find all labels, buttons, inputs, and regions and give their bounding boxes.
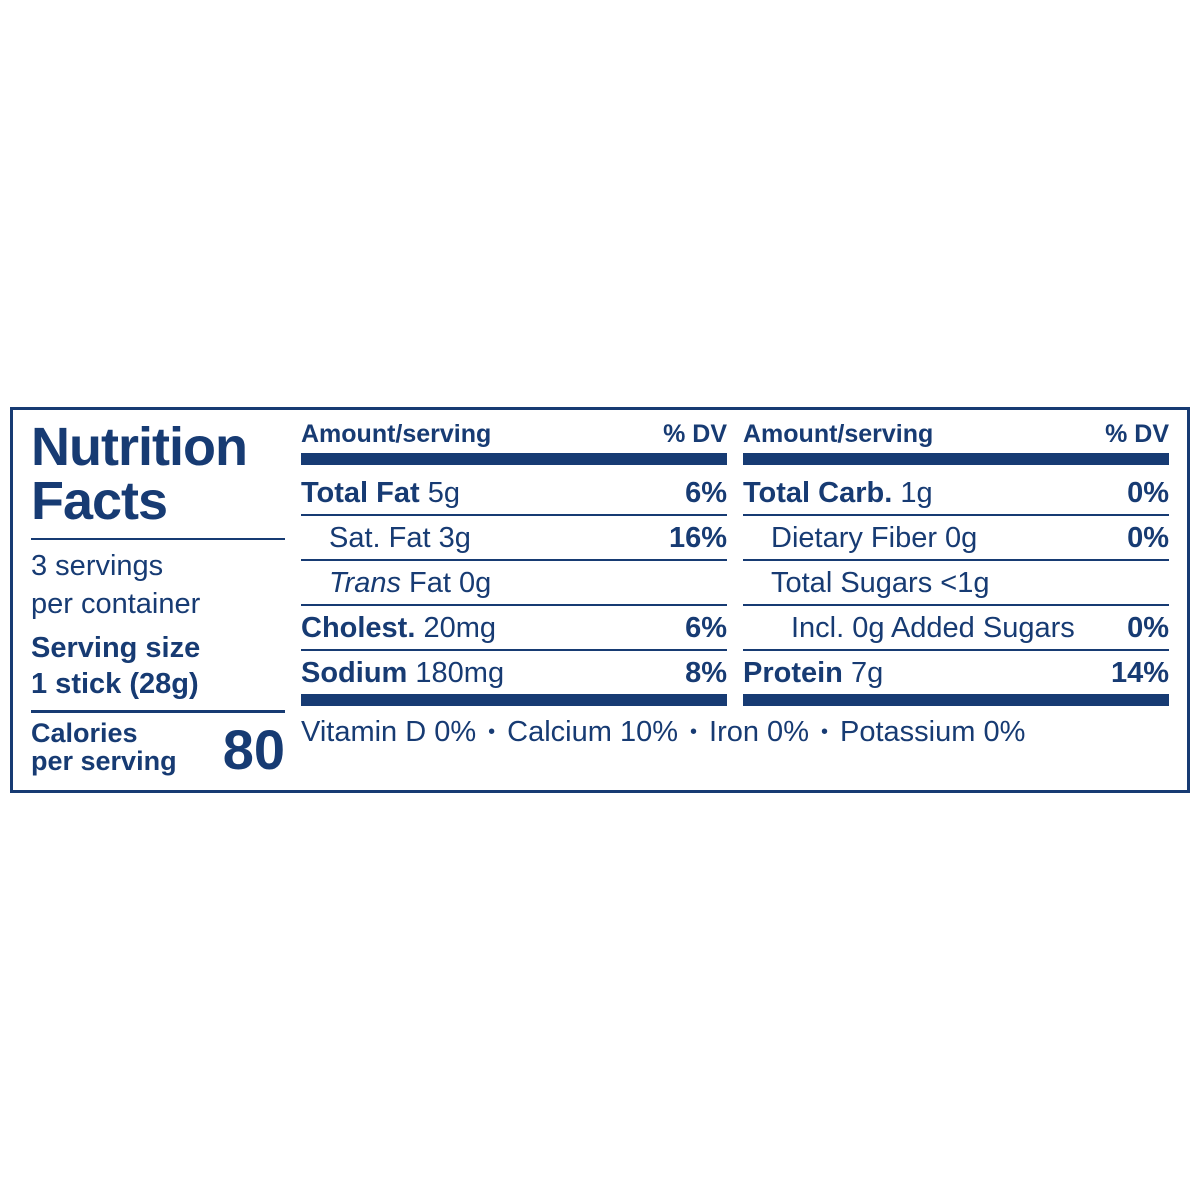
calories-row: Calories per serving 80 [31, 710, 285, 776]
left-column: Nutrition Facts 3 servings per container… [31, 420, 285, 776]
nutrition-facts-panel: Nutrition Facts 3 servings per container… [10, 407, 1190, 793]
potassium: Potassium 0% [840, 716, 1025, 749]
row-dietary-fiber: Dietary Fiber 0g 0% [743, 516, 1169, 561]
col2-header-amount: Amount/serving [743, 420, 933, 449]
row-total-carb: Total Carb. 1g 0% [743, 471, 1169, 516]
row-total-fat-label: Total Fat 5g [301, 477, 460, 510]
row-dietary-fiber-label: Dietary Fiber 0g [743, 522, 977, 555]
rule [31, 538, 285, 540]
row-total-fat-dv: 6% [685, 477, 727, 510]
row-sat-fat-label: Sat. Fat 3g [301, 522, 471, 555]
iron: Iron 0% [709, 716, 809, 749]
col1-header: Amount/serving % DV [301, 420, 727, 453]
row-protein-dv: 14% [1111, 657, 1169, 690]
row-dietary-fiber-dv: 0% [1127, 522, 1169, 555]
vitamin-d: Vitamin D 0% [301, 716, 476, 749]
serving-size: Serving size 1 stick (28g) [31, 630, 285, 703]
row-total-sugars-label: Total Sugars <1g [743, 567, 989, 600]
row-sat-fat: Sat. Fat 3g 16% [301, 516, 727, 561]
nutrient-col-2: Amount/serving % DV Total Carb. 1g 0% Di… [743, 420, 1169, 706]
col1-header-amount: Amount/serving [301, 420, 491, 449]
vitamin-row: Vitamin D 0% • Calcium 10% • Iron 0% • P… [301, 706, 1169, 749]
calories-label2: per serving [31, 746, 177, 776]
col1-header-dv: % DV [663, 420, 727, 449]
row-total-sugars: Total Sugars <1g [743, 561, 1169, 606]
col1-thick-bar [301, 453, 727, 465]
serving-size-line1: Serving size [31, 632, 200, 664]
serving-size-line2: 1 stick (28g) [31, 668, 199, 700]
servings-line1: 3 servings [31, 550, 163, 582]
calories-label: Calories per serving [31, 719, 177, 776]
right-area: Amount/serving % DV Total Fat 5g 6% Sat.… [301, 420, 1169, 776]
row-cholesterol: Cholest. 20mg 6% [301, 606, 727, 651]
row-trans-fat: Trans Fat 0g [301, 561, 727, 606]
row-cholesterol-label: Cholest. 20mg [301, 612, 496, 645]
row-trans-fat-label: Trans Fat 0g [301, 567, 491, 600]
col2-header-dv: % DV [1105, 420, 1169, 449]
row-total-carb-dv: 0% [1127, 477, 1169, 510]
row-total-carb-label: Total Carb. 1g [743, 477, 933, 510]
col2-header: Amount/serving % DV [743, 420, 1169, 453]
row-total-fat: Total Fat 5g 6% [301, 471, 727, 516]
bullet-icon: • [821, 721, 828, 744]
servings-per-container: 3 servings per container [31, 548, 285, 623]
calories-label1: Calories [31, 718, 138, 748]
bullet-icon: • [690, 721, 697, 744]
title: Nutrition Facts [31, 420, 285, 528]
col2-thick-bar [743, 453, 1169, 465]
row-protein: Protein 7g 14% [743, 651, 1169, 694]
row-sodium-label: Sodium 180mg [301, 657, 504, 690]
col1-thick-bar-bottom [301, 694, 727, 706]
servings-line2: per container [31, 588, 200, 620]
row-sodium: Sodium 180mg 8% [301, 651, 727, 694]
row-added-sugars-label: Incl. 0g Added Sugars [743, 612, 1075, 645]
calories-value: 80 [223, 725, 285, 775]
row-protein-label: Protein 7g [743, 657, 883, 690]
row-sat-fat-dv: 16% [669, 522, 727, 555]
row-added-sugars-dv: 0% [1127, 612, 1169, 645]
row-sodium-dv: 8% [685, 657, 727, 690]
row-cholesterol-dv: 6% [685, 612, 727, 645]
calcium: Calcium 10% [507, 716, 678, 749]
nutrient-col-1: Amount/serving % DV Total Fat 5g 6% Sat.… [301, 420, 727, 706]
nutrient-columns: Amount/serving % DV Total Fat 5g 6% Sat.… [301, 420, 1169, 706]
row-added-sugars: Incl. 0g Added Sugars 0% [743, 606, 1169, 651]
bullet-icon: • [488, 721, 495, 744]
col2-thick-bar-bottom [743, 694, 1169, 706]
